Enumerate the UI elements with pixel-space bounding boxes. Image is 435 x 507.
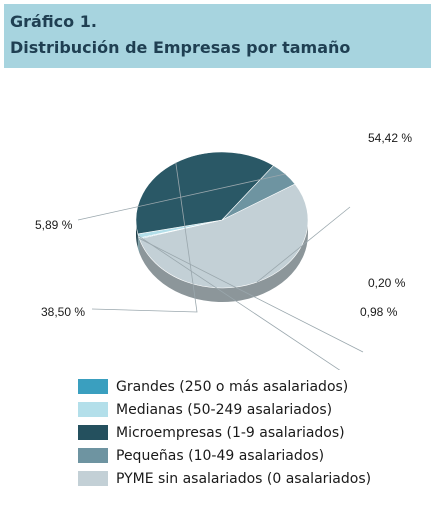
legend-label: Pequeñas (10-49 asalariados) — [116, 447, 325, 464]
pie-side — [139, 220, 308, 303]
pie-top — [135, 151, 309, 289]
legend-swatch — [78, 448, 108, 463]
leader-line — [77, 173, 286, 221]
legend-label: Medianas (50-249 asalariados) — [116, 401, 333, 418]
chart-number: Gráfico 1. — [10, 12, 97, 31]
data-label-pequenas: 5,89 % — [35, 218, 73, 232]
legend-swatch — [78, 379, 108, 394]
legend-item: PYME sin asalariados (0 asalariados) — [78, 467, 371, 490]
leader-line — [256, 206, 351, 283]
leader-line — [91, 162, 198, 313]
legend-label: Microempresas (1-9 asalariados) — [116, 424, 345, 441]
pie-sides — [136, 220, 308, 303]
legend-swatch — [78, 402, 108, 417]
legend: Grandes (250 o más asalariados) Medianas… — [78, 375, 371, 490]
data-label-microempresas: 38,50 % — [41, 305, 86, 319]
chart-title: Distribución de Empresas por tamaño — [10, 38, 351, 57]
legend-swatch — [78, 425, 108, 440]
legend-item: Grandes (250 o más asalariados) — [78, 375, 371, 398]
legend-item: Microempresas (1-9 asalariados) — [78, 421, 371, 444]
legend-swatch — [78, 471, 108, 486]
leader-lines — [77, 162, 364, 370]
data-label-pyme-sin-asalariados: 54,42 % — [368, 131, 413, 145]
data-label-grandes: 0,20 % — [368, 276, 406, 290]
legend-label: PYME sin asalariados (0 asalariados) — [116, 470, 372, 487]
leader-line — [138, 235, 341, 370]
title-band — [4, 4, 431, 68]
pie-side — [137, 233, 140, 252]
legend-label: Grandes (250 o más asalariados) — [116, 378, 349, 395]
leader-line — [139, 238, 364, 353]
pie-side — [136, 220, 138, 248]
data-label-medianas: 0,98 % — [360, 305, 398, 319]
legend-item: Medianas (50-249 asalariados) — [78, 398, 371, 421]
pie-chart — [77, 151, 364, 370]
legend-item: Pequeñas (10-49 asalariados) — [78, 444, 371, 467]
